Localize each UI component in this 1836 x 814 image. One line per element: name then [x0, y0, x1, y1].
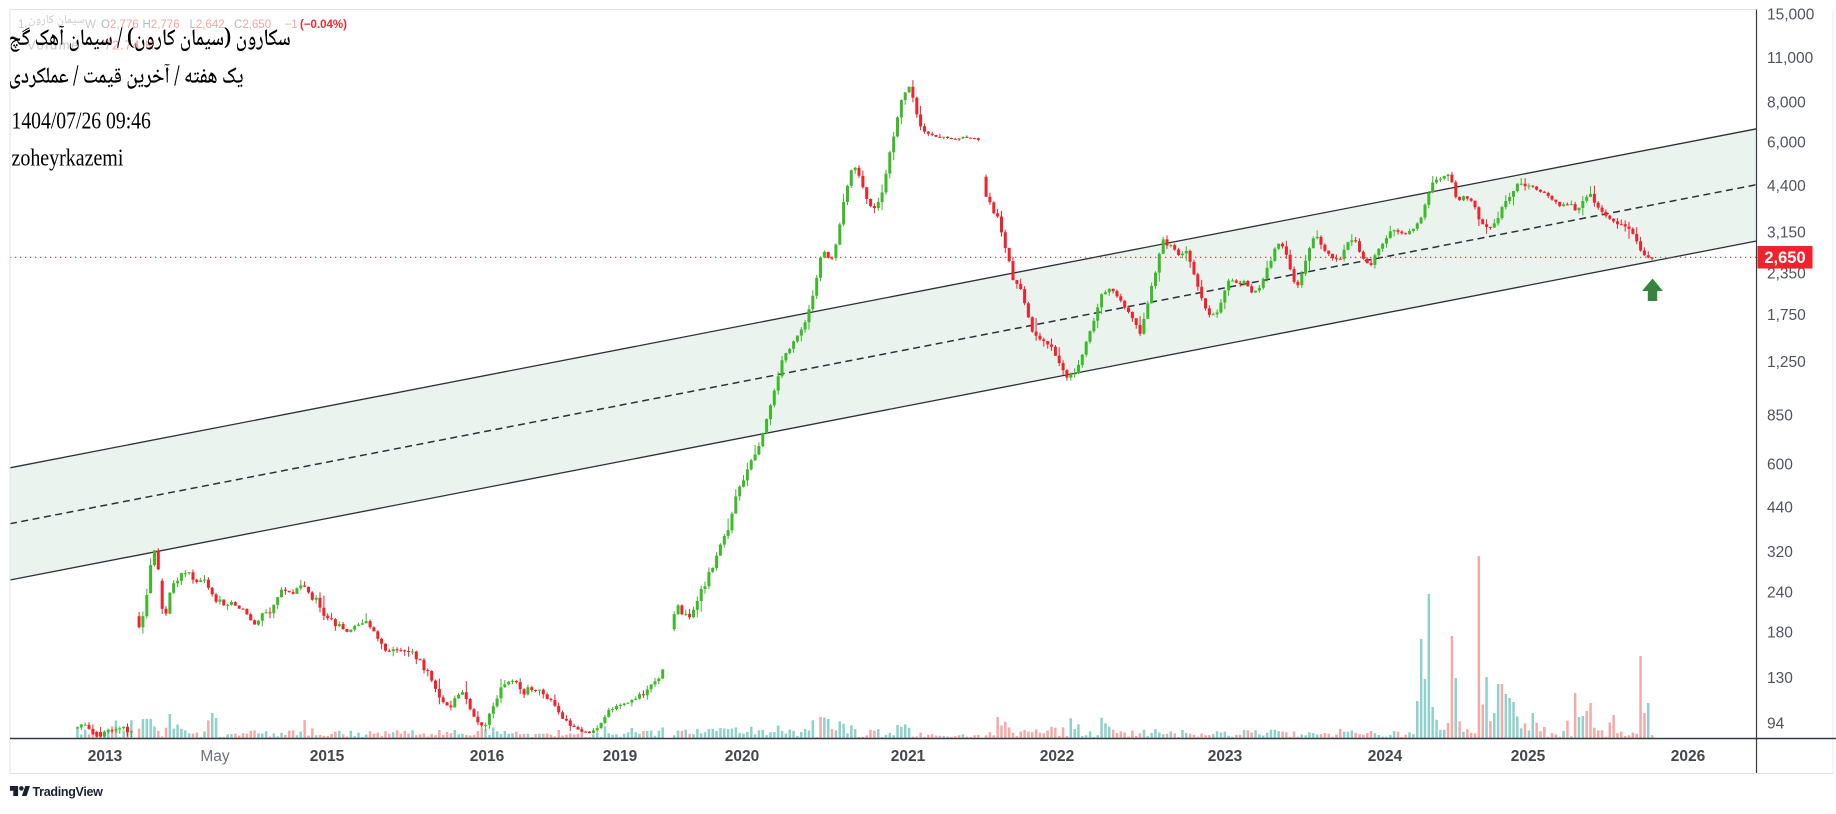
- svg-text:130: 130: [1767, 670, 1793, 687]
- svg-text:320: 320: [1767, 544, 1793, 561]
- svg-text:3,150: 3,150: [1767, 225, 1806, 242]
- svg-text:2025: 2025: [1511, 748, 1546, 765]
- svg-text:2019: 2019: [603, 748, 638, 765]
- svg-text:1,: 1,: [18, 19, 28, 31]
- svg-text:2020: 2020: [725, 748, 759, 765]
- svg-text:2,650: 2,650: [1764, 249, 1805, 267]
- svg-text:2023: 2023: [1208, 748, 1243, 765]
- svg-text:2022: 2022: [1040, 748, 1074, 765]
- svg-text:TradingView: TradingView: [33, 785, 104, 799]
- svg-text:8,000: 8,000: [1767, 94, 1806, 111]
- svg-text:1404/07/26 09:46: 1404/07/26 09:46: [12, 106, 151, 134]
- svg-text:2,350: 2,350: [1767, 266, 1806, 283]
- svg-text:2024: 2024: [1368, 748, 1403, 765]
- svg-text:2013: 2013: [88, 748, 123, 765]
- svg-text:600: 600: [1767, 456, 1793, 473]
- svg-text:2026: 2026: [1671, 748, 1706, 765]
- svg-text:H2,776: H2,776: [143, 19, 180, 31]
- svg-text:O2,776: O2,776: [101, 19, 139, 31]
- svg-text:Volume: Volume: [27, 38, 80, 53]
- svg-text:zoheyrkazemi: zoheyrkazemi: [12, 144, 124, 171]
- svg-text:15,000: 15,000: [1767, 7, 1815, 24]
- svg-text:(−0.04%): (−0.04%): [300, 19, 347, 31]
- svg-text:2016: 2016: [470, 748, 505, 765]
- svg-text:W: W: [85, 19, 96, 31]
- svg-text:1,250: 1,250: [1767, 354, 1806, 371]
- svg-text:180: 180: [1767, 625, 1793, 642]
- svg-text:May: May: [200, 748, 230, 765]
- svg-text:L2,642: L2,642: [190, 19, 225, 31]
- svg-text:4,400: 4,400: [1767, 178, 1806, 195]
- svg-text:1,750: 1,750: [1767, 307, 1806, 324]
- svg-text:6,000: 6,000: [1767, 135, 1806, 152]
- svg-text:2015: 2015: [310, 748, 345, 765]
- svg-text:240: 240: [1767, 584, 1793, 601]
- svg-text:94: 94: [1767, 715, 1785, 732]
- svg-text:850: 850: [1767, 408, 1793, 425]
- svg-text:−1: −1: [285, 19, 298, 31]
- svg-text:440: 440: [1767, 500, 1793, 517]
- svg-text:11,000: 11,000: [1767, 50, 1814, 67]
- svg-text:C2,650: C2,650: [234, 19, 271, 31]
- svg-text:2021: 2021: [891, 748, 926, 765]
